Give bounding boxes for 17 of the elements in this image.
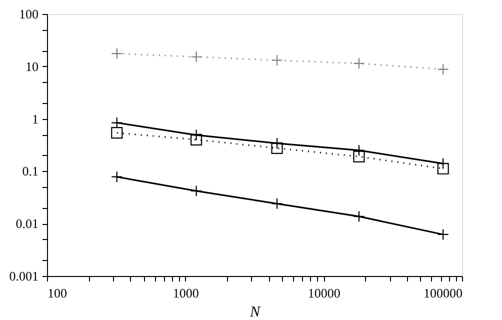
x-tick-label: 1000 — [172, 286, 199, 300]
point — [353, 58, 365, 70]
point — [353, 150, 365, 162]
x-tick-label: 100 — [48, 286, 67, 300]
y-tick-label: 0.01 — [16, 216, 38, 232]
y-tick-label: 0.1 — [22, 164, 38, 179]
y-tick-label: 1 — [32, 111, 38, 126]
x-tick-label: 100000 — [424, 286, 462, 300]
x-axis-title: N — [248, 304, 261, 320]
point — [271, 142, 283, 154]
x-tick-label: 10000 — [308, 286, 340, 300]
y-tick-label: 0.001 — [9, 268, 38, 284]
point — [190, 134, 202, 146]
point — [190, 51, 202, 63]
y-tick-label: 10 — [26, 58, 38, 74]
y-tick-label: 100 — [19, 6, 38, 22]
point — [271, 54, 283, 66]
